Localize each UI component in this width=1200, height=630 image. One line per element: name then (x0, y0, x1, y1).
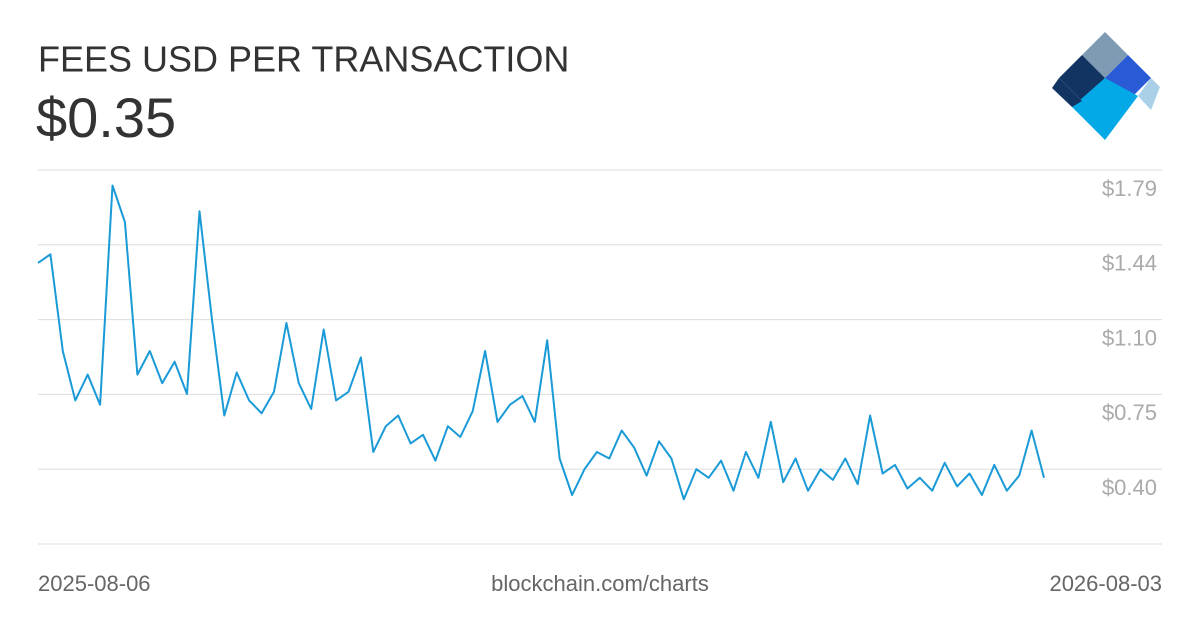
current-value: $0.35 (36, 86, 176, 149)
x-tick-label: 2026-08-03 (1049, 571, 1162, 596)
y-tick-label: $1.44 (1102, 251, 1157, 276)
x-tick-label: 2025-08-06 (38, 571, 151, 596)
y-tick-label: $1.79 (1102, 176, 1157, 201)
data-line (37, 184, 1045, 501)
logo (1052, 32, 1160, 140)
chart-title: FEES USD PER TRANSACTION (38, 39, 569, 80)
y-tick-label: $1.10 (1102, 325, 1157, 350)
y-tick-label: $0.75 (1102, 400, 1157, 425)
source: blockchain.com/charts (491, 571, 709, 596)
y-tick-label: $0.40 (1102, 475, 1157, 500)
